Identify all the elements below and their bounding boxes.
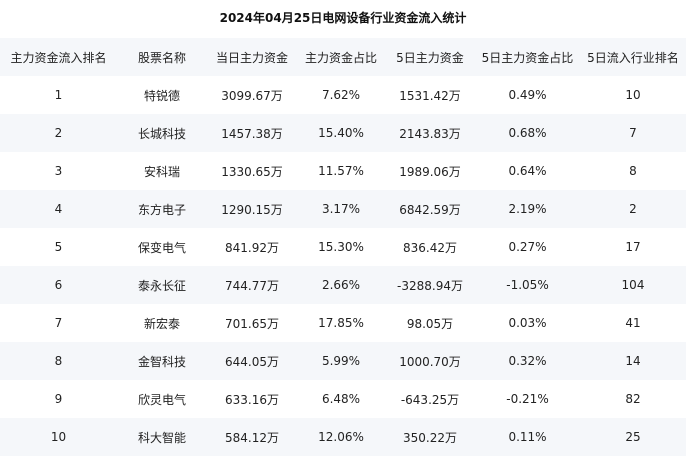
cell-5day-industry-rank: 14 [625, 354, 641, 368]
cell-stock-name: 特锐德 [143, 88, 180, 103]
cell-stock-name: 泰永长征 [137, 278, 186, 293]
cell-daily-main-fund: 1290.15万 [221, 202, 283, 217]
cell-5day-fund-ratio: -1.05% [506, 278, 549, 292]
cell-5day-main-fund: 98.05万 [406, 316, 454, 331]
cell-stock-name: 保变电气 [137, 240, 186, 255]
cell-5day-fund-ratio: 0.27% [508, 240, 547, 254]
header-stock-name: 股票名称 [137, 50, 186, 65]
cell-stock-name: 东方电子 [137, 202, 186, 217]
fund-flow-table: 主力资金流入排名 股票名称 当日主力资金 主力资金占比 5日主力资金 5日主力资… [0, 38, 686, 456]
cell-main-fund-ratio: 11.57% [318, 164, 364, 178]
cell-main-fund-ratio: 12.06% [318, 430, 364, 444]
cell-stock-name: 长城科技 [137, 126, 186, 141]
table-row: 4 东方电子 1290.15万 3.17% 6842.59万 2.19% 2 [0, 190, 686, 228]
cell-main-fund-ratio: 5.99% [321, 354, 361, 368]
cell-stock-name: 安科瑞 [143, 164, 180, 179]
cell-5day-fund-ratio: 0.11% [508, 430, 547, 444]
cell-5day-fund-ratio: -0.21% [506, 392, 549, 406]
header-daily-main-fund: 当日主力资金 [215, 50, 288, 65]
cell-5day-main-fund: 1531.42万 [399, 88, 461, 103]
header-rank: 主力资金流入排名 [10, 50, 107, 65]
cell-main-fund-ratio: 3.17% [321, 202, 361, 216]
cell-rank: 3 [54, 164, 63, 178]
cell-5day-fund-ratio: 0.49% [508, 88, 547, 102]
cell-daily-main-fund: 644.05万 [225, 354, 279, 369]
table-row: 8 金智科技 644.05万 5.99% 1000.70万 0.32% 14 [0, 342, 686, 380]
table-row: 10 科大智能 584.12万 12.06% 350.22万 0.11% 25 [0, 418, 686, 456]
cell-daily-main-fund: 744.77万 [225, 278, 279, 293]
cell-rank: 8 [54, 354, 63, 368]
table-row: 5 保变电气 841.92万 15.30% 836.42万 0.27% 17 [0, 228, 686, 266]
cell-daily-main-fund: 633.16万 [225, 392, 279, 407]
cell-5day-main-fund: 1000.70万 [399, 354, 461, 369]
cell-stock-name: 新宏泰 [143, 316, 180, 331]
table-row: 6 泰永长征 744.77万 2.66% -3288.94万 -1.05% 10… [0, 266, 686, 304]
cell-5day-main-fund: 1989.06万 [399, 164, 461, 179]
cell-5day-industry-rank: 10 [625, 88, 641, 102]
cell-5day-main-fund: -3288.94万 [397, 278, 463, 293]
cell-main-fund-ratio: 7.62% [321, 88, 361, 102]
cell-main-fund-ratio: 6.48% [321, 392, 361, 406]
header-5day-main-fund: 5日主力资金 [396, 50, 464, 65]
cell-rank: 1 [54, 88, 63, 102]
cell-5day-main-fund: 6842.59万 [399, 202, 461, 217]
cell-stock-name: 科大智能 [137, 430, 186, 445]
cell-daily-main-fund: 584.12万 [225, 430, 279, 445]
table-row: 9 欣灵电气 633.16万 6.48% -643.25万 -0.21% 82 [0, 380, 686, 418]
cell-daily-main-fund: 1457.38万 [221, 126, 283, 141]
cell-5day-industry-rank: 82 [625, 392, 641, 406]
table-row: 1 特锐德 3099.67万 7.62% 1531.42万 0.49% 10 [0, 76, 686, 114]
cell-daily-main-fund: 701.65万 [225, 316, 279, 331]
cell-5day-main-fund: 836.42万 [403, 240, 457, 255]
cell-5day-fund-ratio: 0.03% [508, 316, 547, 330]
cell-rank: 7 [54, 316, 63, 330]
cell-5day-fund-ratio: 0.68% [508, 126, 547, 140]
cell-5day-main-fund: 2143.83万 [399, 126, 461, 141]
cell-main-fund-ratio: 15.40% [318, 126, 364, 140]
page-title: 2024年04月25日电网设备行业资金流入统计 [219, 11, 467, 25]
cell-5day-industry-rank: 25 [625, 430, 641, 444]
cell-rank: 10 [50, 430, 67, 444]
cell-5day-industry-rank: 7 [629, 126, 637, 140]
cell-rank: 2 [54, 126, 63, 140]
cell-rank: 6 [54, 278, 63, 292]
table-header-row: 主力资金流入排名 股票名称 当日主力资金 主力资金占比 5日主力资金 5日主力资… [0, 38, 686, 76]
cell-main-fund-ratio: 2.66% [321, 278, 361, 292]
cell-daily-main-fund: 841.92万 [225, 240, 279, 255]
cell-5day-industry-rank: 41 [625, 316, 641, 330]
header-5day-fund-ratio: 5日主力资金占比 [481, 50, 574, 65]
cell-rank: 5 [54, 240, 63, 254]
header-5day-industry-rank: 5日流入行业排名 [587, 50, 679, 65]
table-row: 2 长城科技 1457.38万 15.40% 2143.83万 0.68% 7 [0, 114, 686, 152]
cell-5day-fund-ratio: 0.32% [508, 354, 547, 368]
header-main-fund-ratio: 主力资金占比 [304, 50, 377, 65]
cell-5day-industry-rank: 17 [625, 240, 641, 254]
cell-main-fund-ratio: 15.30% [318, 240, 364, 254]
cell-5day-industry-rank: 104 [621, 278, 645, 292]
cell-5day-fund-ratio: 2.19% [508, 202, 547, 216]
cell-5day-fund-ratio: 0.64% [508, 164, 547, 178]
cell-5day-main-fund: 350.22万 [403, 430, 457, 445]
cell-daily-main-fund: 3099.67万 [221, 88, 283, 103]
cell-stock-name: 欣灵电气 [137, 392, 186, 407]
table-row: 3 安科瑞 1330.65万 11.57% 1989.06万 0.64% 8 [0, 152, 686, 190]
cell-stock-name: 金智科技 [137, 354, 186, 369]
table-row: 7 新宏泰 701.65万 17.85% 98.05万 0.03% 41 [0, 304, 686, 342]
cell-rank: 9 [54, 392, 63, 406]
cell-5day-industry-rank: 2 [629, 202, 637, 216]
cell-5day-industry-rank: 8 [629, 164, 637, 178]
cell-rank: 4 [54, 202, 63, 216]
cell-main-fund-ratio: 17.85% [318, 316, 364, 330]
cell-5day-main-fund: -643.25万 [400, 392, 460, 407]
cell-daily-main-fund: 1330.65万 [221, 164, 283, 179]
